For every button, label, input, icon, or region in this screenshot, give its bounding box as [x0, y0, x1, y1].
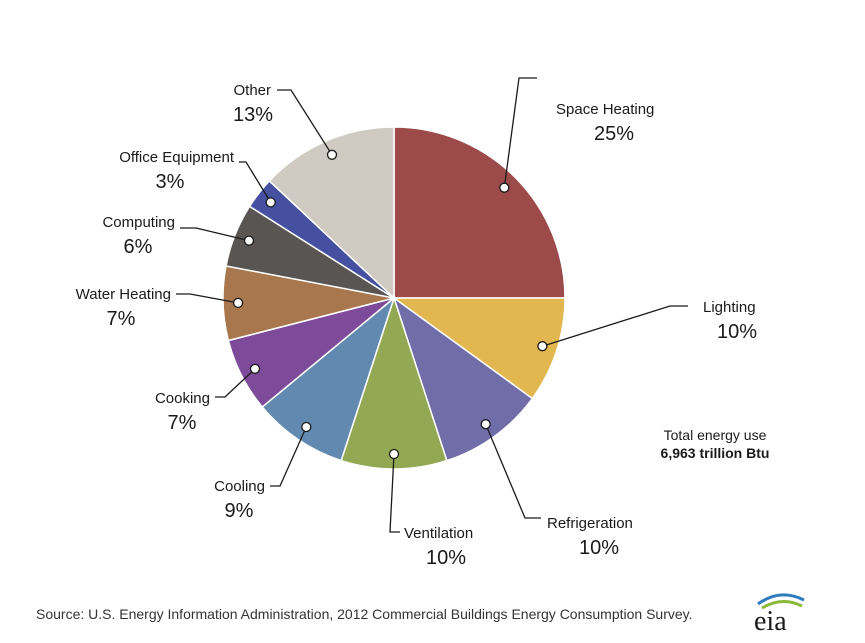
pie-slice-cooling: [261, 295, 396, 462]
eia-logo-swoosh-blue: [757, 593, 805, 606]
leader-line-computing: [180, 227, 250, 242]
slice-percent-space-heating: 25%: [594, 123, 634, 145]
leader-line-cooling: [270, 426, 307, 487]
slice-percent-office-equipment: 3%: [156, 171, 185, 193]
slice-percent-cooking: 7%: [168, 412, 197, 434]
pie-slice-lighting: [391, 297, 566, 400]
slice-percent-lighting: 10%: [717, 321, 757, 343]
eia-logo-text: eia: [754, 606, 787, 636]
slice-percent-water-heating: 7%: [107, 308, 136, 330]
leader-dot-cooling: [301, 421, 312, 433]
pie-slice-other: [268, 126, 395, 300]
leader-dot-space-heating: [499, 182, 510, 193]
leader-line-lighting: [542, 305, 688, 347]
slice-label-other: Other: [233, 82, 271, 99]
leader-line-refrigeration: [485, 423, 541, 519]
slice-label-water-heating: Water Heating: [76, 286, 171, 303]
slice-percent-computing: 6%: [124, 236, 153, 258]
total-energy-value: 6,963 trillion Btu: [660, 445, 770, 461]
leader-dot-lighting: [537, 341, 548, 352]
leader-line-cooking: [215, 368, 256, 398]
leader-line-office-equipment: [239, 161, 272, 203]
pie-slice-ventilation: [340, 295, 448, 470]
leader-dot-water-heating: [232, 297, 244, 309]
leader-line-water-heating: [176, 293, 239, 304]
slice-label-ventilation: Ventilation: [404, 525, 473, 542]
slice-label-refrigeration: Refrigeration: [547, 515, 633, 532]
leader-dot-other: [326, 149, 338, 160]
eia-logo-swoosh-green: [761, 600, 803, 610]
leader-line-other: [277, 89, 333, 156]
leader-dot-refrigeration: [480, 419, 491, 430]
slice-percent-refrigeration: 10%: [579, 537, 619, 559]
source-note: Source: U.S. Energy Information Administ…: [36, 606, 693, 622]
leader-line-ventilation: [389, 453, 400, 533]
slice-label-space-heating: Space Heating: [556, 101, 654, 118]
slice-label-cooling: Cooling: [214, 478, 265, 495]
leader-dot-computing: [243, 235, 255, 246]
leader-dot-cooking: [249, 363, 261, 374]
slice-label-cooking: Cooking: [155, 390, 210, 407]
total-energy-label: Total energy use: [663, 427, 767, 443]
slice-label-computing: Computing: [102, 214, 175, 231]
leader-dot-ventilation: [388, 448, 400, 460]
slice-percent-ventilation: 10%: [426, 547, 466, 569]
total-energy-note: Total energy use 6,963 trillion Btu: [620, 426, 810, 462]
slice-percent-other: 13%: [233, 104, 273, 126]
slice-label-lighting: Lighting: [703, 299, 756, 316]
slice-percent-cooling: 9%: [225, 500, 254, 522]
pie-slice-space-heating: [393, 126, 566, 299]
leader-dot-office-equipment: [265, 197, 276, 208]
eia-logo: eia: [754, 593, 805, 636]
pie-slice-refrigeration: [392, 296, 534, 462]
leader-line-space-heating: [503, 77, 537, 188]
slice-label-office-equipment: Office Equipment: [119, 149, 235, 166]
